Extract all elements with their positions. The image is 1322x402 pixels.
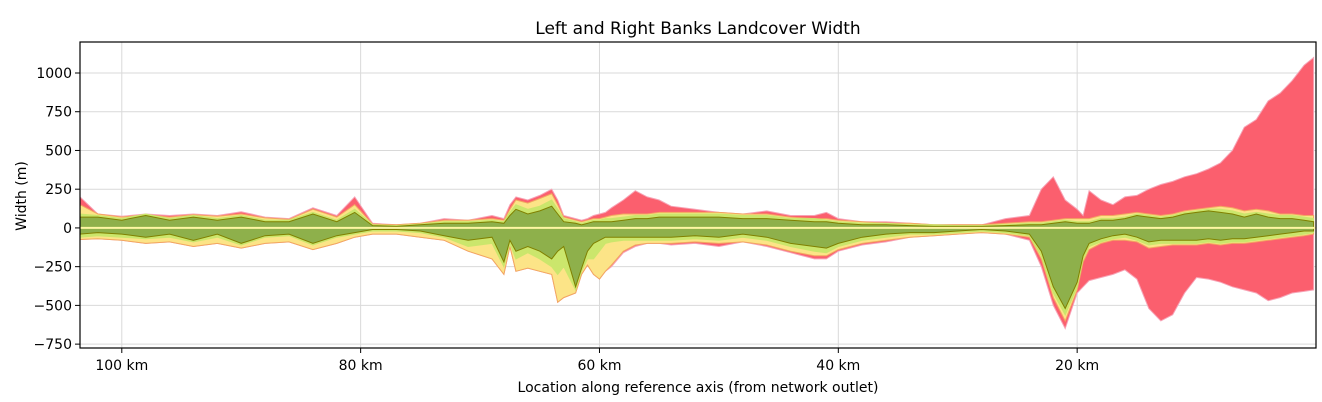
x-tick-label: 80 km <box>339 358 383 374</box>
plot-frame <box>79 41 1317 349</box>
x-tick-label: 100 km <box>95 358 148 374</box>
y-tick-label: 750 <box>45 105 72 121</box>
y-axis-ticks: 1000 750 500 250 0 −250 −500 −750 <box>34 66 80 353</box>
y-tick-label: 500 <box>45 143 72 159</box>
area-series-3-left-bank <box>79 205 1315 229</box>
y-tick-label: 1000 <box>36 66 72 82</box>
y-axis-label: Width (m) <box>14 161 30 231</box>
area-series-3-right-bank <box>79 227 1315 310</box>
x-axis-ticks: 100 km 80 km 60 km 40 km 20 km <box>95 348 1099 374</box>
x-tick-label: 40 km <box>816 358 860 374</box>
y-tick-label: −750 <box>34 337 72 353</box>
y-tick-label: −250 <box>34 260 72 276</box>
chart-title: Left and Right Banks Landcover Width <box>535 19 860 39</box>
x-axis-label: Location along reference axis (from netw… <box>518 380 879 396</box>
area-series-0-left-bank <box>79 56 1315 229</box>
series-areas <box>79 56 1316 330</box>
x-tick-label: 20 km <box>1055 358 1099 374</box>
y-tick-label: −500 <box>34 298 72 314</box>
y-tick-label: 250 <box>45 182 72 198</box>
y-tick-label: 0 <box>63 221 72 237</box>
x-tick-label: 60 km <box>577 358 621 374</box>
grid-lines <box>80 42 1316 348</box>
